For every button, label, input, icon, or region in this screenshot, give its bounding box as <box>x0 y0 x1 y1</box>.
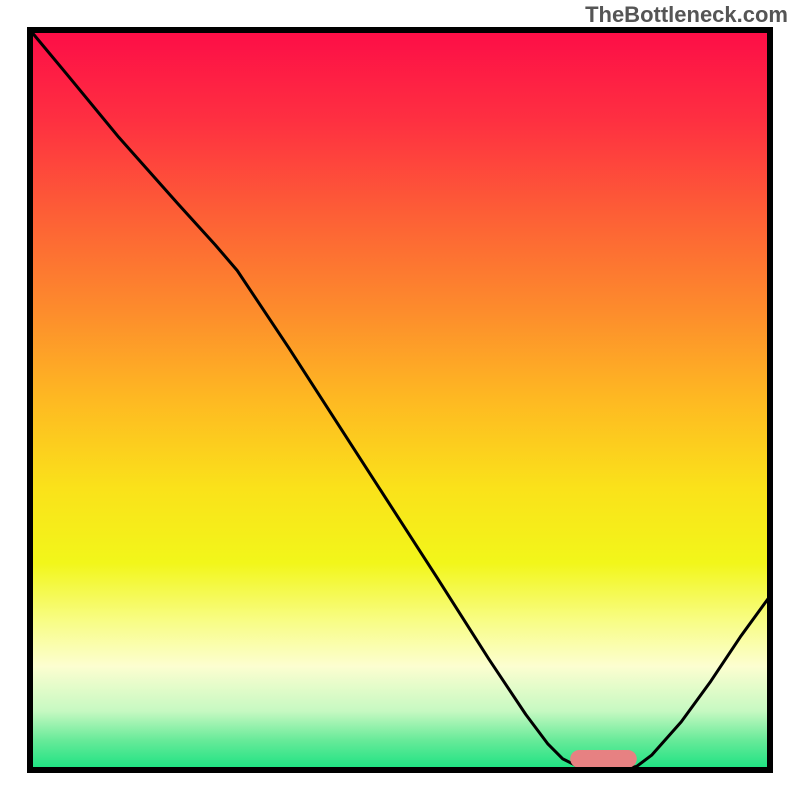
chart-container: TheBottleneck.com <box>0 0 800 800</box>
plot-background <box>30 30 770 770</box>
watermark-label: TheBottleneck.com <box>585 2 788 28</box>
bottleneck-chart <box>0 0 800 800</box>
optimum-marker <box>570 750 637 768</box>
